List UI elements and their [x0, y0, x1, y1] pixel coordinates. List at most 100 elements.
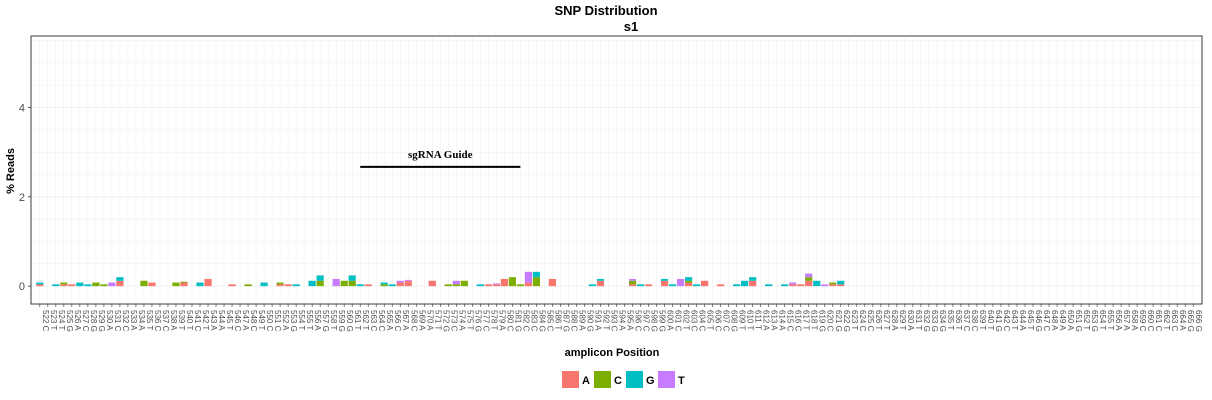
x-tick-label: 541 C — [193, 310, 202, 332]
x-tick-label: 590 G — [585, 310, 594, 332]
bar-a-607 — [717, 284, 725, 287]
x-tick-label: 558 T — [329, 310, 338, 330]
bar-c-552 — [276, 282, 284, 285]
x-tick-label: 532 C — [121, 310, 130, 332]
x-tick-label: 535 T — [145, 310, 154, 330]
x-tick-label: 636 T — [954, 310, 963, 330]
bar-c-575 — [460, 280, 468, 287]
x-tick-label: 603 C — [690, 310, 699, 332]
x-tick-label: 632 G — [922, 310, 931, 332]
legend-label-c: C — [614, 375, 622, 387]
chart-title: SNP Distribution — [554, 3, 657, 18]
bar-c-565 — [380, 284, 388, 287]
bar-g-528 — [84, 284, 92, 287]
x-tick-label: 578 T — [489, 310, 498, 330]
x-tick-label: 549 T — [257, 310, 266, 330]
bar-c-621 — [829, 282, 837, 285]
x-tick-label: 639 T — [978, 310, 987, 330]
bar-t-596 — [628, 278, 637, 281]
x-tick-label: 628 A — [890, 310, 899, 331]
bar-c-596 — [628, 280, 637, 285]
y-tick-label: 2 — [19, 192, 25, 204]
x-tick-label: 543 A — [209, 310, 218, 331]
x-tick-label: 622 G — [842, 310, 851, 332]
x-tick-label: 647 C — [1042, 310, 1051, 332]
bar-t-583 — [524, 271, 532, 283]
x-tick-label: 642 C — [1002, 310, 1011, 332]
x-tick-label: 544 A — [217, 310, 226, 331]
bar-c-561 — [348, 280, 356, 287]
x-tick-label: 567 A — [401, 310, 410, 331]
x-tick-label: 580 C — [505, 310, 514, 332]
bar-g-615 — [781, 284, 789, 287]
legend-key-g — [626, 371, 643, 388]
y-tick-label: 0 — [19, 281, 25, 293]
bar-g-611 — [749, 277, 757, 281]
x-tick-label: 556 A — [313, 310, 322, 331]
x-tick-label: 651 G — [1074, 310, 1083, 332]
bar-t-618 — [805, 273, 813, 278]
bar-a-598 — [644, 284, 653, 287]
bar-t-602 — [676, 278, 685, 287]
x-tick-label: 661 C — [1154, 310, 1163, 332]
x-tick-label: 660 C — [1146, 310, 1155, 332]
x-tick-label: 638 C — [970, 310, 979, 332]
x-tick-label: 548 C — [249, 310, 258, 332]
x-tick-label: 648 A — [1050, 310, 1059, 331]
bar-c-530 — [100, 284, 108, 287]
x-tick-label: 589 A — [577, 310, 586, 331]
x-tick-label: 527 C — [81, 310, 90, 332]
sgrna-guide-label: sgRNA Guide — [408, 149, 473, 161]
bar-a-563 — [364, 284, 372, 287]
x-tick-label: 612 A — [762, 310, 771, 331]
bar-g-610 — [741, 280, 749, 287]
x-tick-label: 563 C — [369, 310, 378, 332]
bar-c-603 — [684, 280, 693, 283]
x-tick-label: 598 G — [650, 310, 659, 332]
x-tick-label: 659 C — [1138, 310, 1147, 332]
bar-g-524 — [52, 284, 60, 287]
legend-label-a: A — [582, 375, 590, 387]
x-tick-label: 542 T — [201, 310, 210, 330]
bar-c-548 — [244, 284, 252, 287]
x-tick-label: 574 A — [457, 310, 466, 331]
x-tick-label: 646 G — [1034, 310, 1043, 332]
chart-subtitle: s1 — [624, 19, 638, 34]
y-axis-title: % Reads — [5, 148, 17, 194]
bar-c-573 — [444, 284, 452, 287]
x-tick-label: 601 C — [674, 310, 683, 332]
x-tick-label: 577 C — [481, 310, 490, 332]
x-tick-label: 540 T — [185, 310, 194, 330]
x-tick-label: 637 C — [962, 310, 971, 332]
x-tick-label: 552 A — [281, 310, 290, 331]
x-tick-label: 592 T — [601, 310, 610, 330]
x-tick-label: 550 C — [265, 310, 274, 332]
x-tick-label: 618 T — [810, 310, 819, 330]
x-tick-label: 569 A — [417, 310, 426, 331]
x-tick-label: 620 C — [826, 310, 835, 332]
x-tick-label: 608 G — [730, 310, 739, 332]
x-tick-label: 613 A — [770, 310, 779, 331]
x-tick-label: 650 A — [1066, 310, 1075, 331]
x-tick-label: 536 C — [153, 310, 162, 332]
x-axis-title: amplicon Position — [565, 347, 660, 359]
x-tick-label: 585 C — [545, 310, 554, 332]
x-tick-label: 554 T — [297, 310, 306, 330]
bar-g-591 — [588, 284, 597, 287]
x-tick-label: 588 C — [569, 310, 578, 332]
bar-a-616 — [789, 284, 797, 287]
bars — [36, 271, 845, 287]
x-tick-label: 579 A — [497, 310, 506, 331]
bar-a-578 — [484, 284, 492, 287]
bar-g-522 — [36, 282, 44, 285]
bar-t-531 — [108, 282, 116, 287]
bar-t-574 — [452, 280, 460, 285]
x-tick-label: 591 A — [593, 310, 602, 331]
x-axis: 522 C 523 T 524 T 525 G 526 A 527 C 528 G 529 G… — [39, 304, 1203, 332]
x-tick-label: 533 A — [129, 310, 138, 331]
bar-c-618 — [805, 277, 813, 281]
x-tick-label: 631 T — [914, 310, 923, 330]
x-tick-label: 525 G — [65, 310, 74, 332]
x-tick-label: 611 T — [754, 310, 763, 330]
bar-a-611 — [749, 280, 757, 287]
